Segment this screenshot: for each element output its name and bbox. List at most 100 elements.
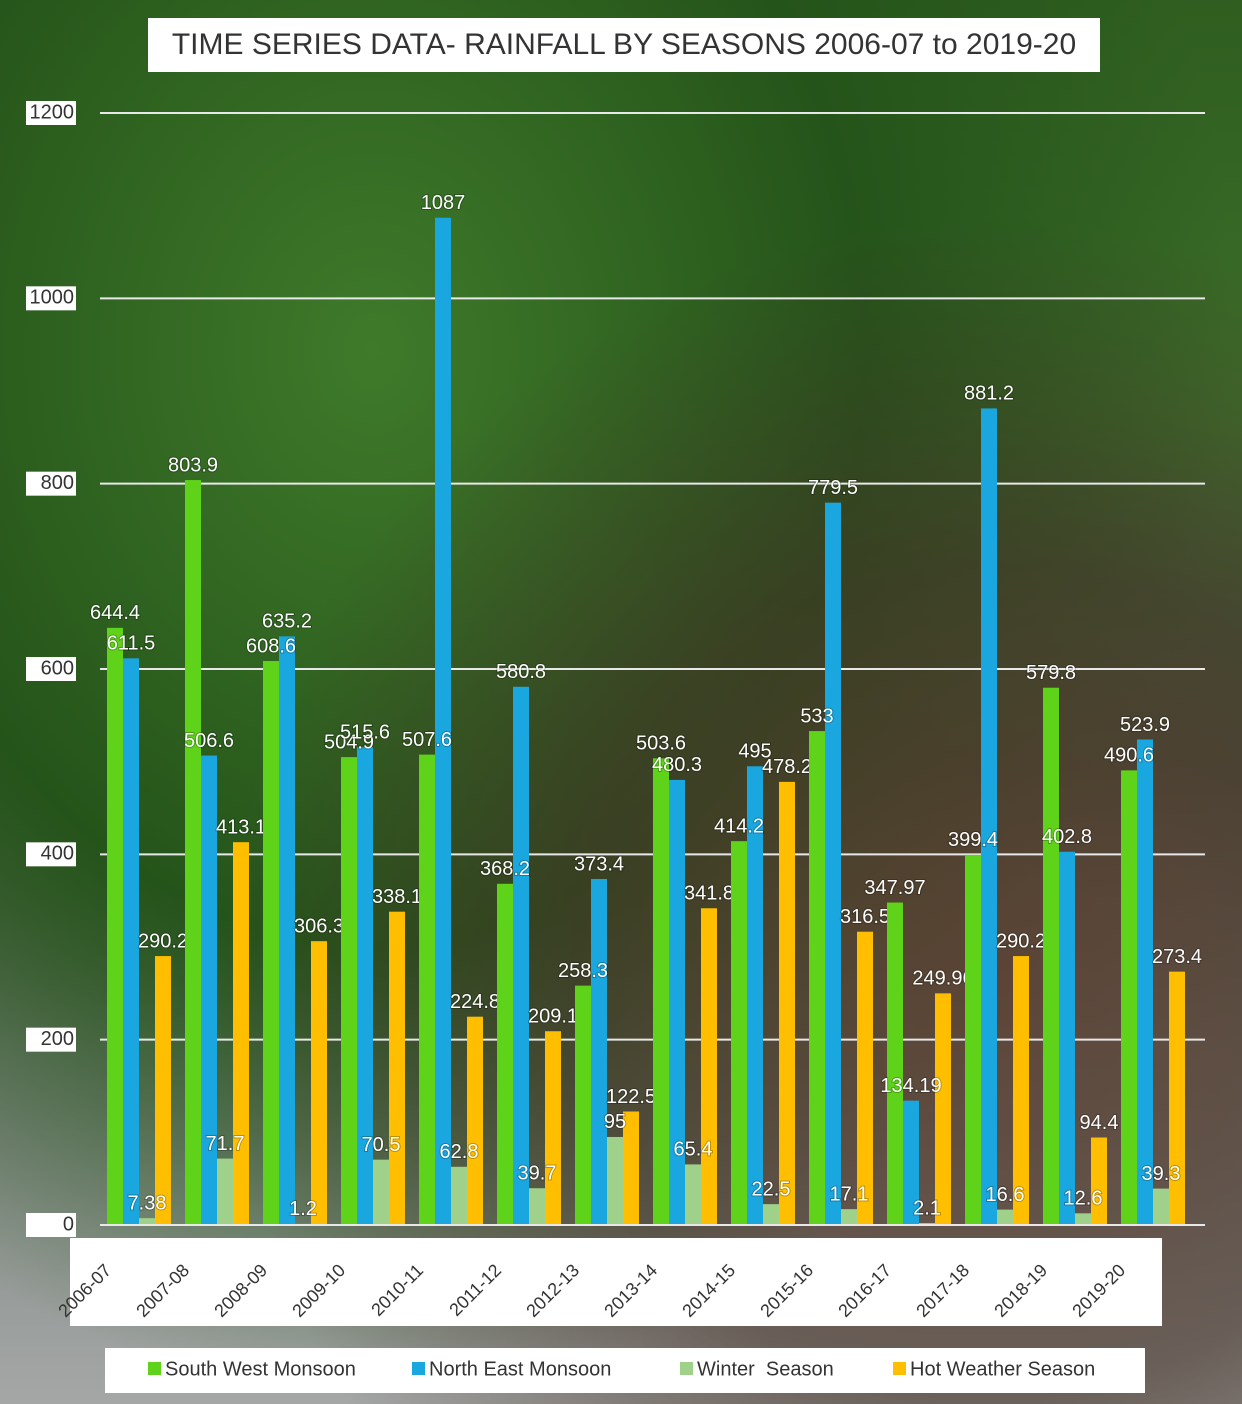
bar <box>155 956 171 1225</box>
bar <box>389 911 405 1225</box>
data-label: 579.8 <box>1026 662 1076 684</box>
data-label: 94.4 <box>1080 1112 1119 1134</box>
data-label: 644.4 <box>90 602 140 624</box>
data-label: 306.3 <box>294 915 344 937</box>
data-label: 249.96 <box>912 968 973 990</box>
y-tick-label: 800 <box>41 472 74 494</box>
data-label: 65.4 <box>674 1139 713 1161</box>
y-tick-box <box>26 657 76 681</box>
data-label: 507.6 <box>402 729 452 751</box>
data-label: 316.5 <box>840 906 890 928</box>
bar <box>747 766 763 1225</box>
bar <box>1043 687 1059 1225</box>
legend-swatch <box>412 1362 425 1375</box>
data-label: 490.6 <box>1104 745 1154 767</box>
data-label: 95 <box>604 1111 626 1133</box>
data-label: 608.6 <box>246 635 296 657</box>
bar <box>669 779 685 1225</box>
data-label: 338.1 <box>372 886 422 908</box>
bar <box>1075 1213 1091 1225</box>
legend-label: North East Monsoon <box>429 1358 611 1380</box>
bar <box>311 941 327 1225</box>
data-label: 580.8 <box>496 661 546 683</box>
data-label: 635.2 <box>262 611 312 633</box>
data-label: 273.4 <box>1152 946 1202 968</box>
data-label: 71.7 <box>206 1133 245 1155</box>
data-label: 224.8 <box>450 991 500 1013</box>
bar <box>935 993 951 1225</box>
bar <box>1091 1137 1107 1225</box>
data-label: 17.1 <box>830 1183 869 1205</box>
bar <box>419 754 435 1225</box>
data-label: 62.8 <box>440 1141 479 1163</box>
data-label: 209.1 <box>528 1006 578 1028</box>
data-label: 779.5 <box>808 477 858 499</box>
legend-swatch <box>893 1362 906 1375</box>
data-label: 39.7 <box>518 1162 557 1184</box>
bar <box>233 842 249 1225</box>
y-tick-label: 200 <box>41 1028 74 1050</box>
bar <box>825 502 841 1225</box>
data-label: 480.3 <box>652 754 702 776</box>
data-label: 122.5 <box>606 1086 656 1108</box>
data-label: 290.2 <box>138 930 188 952</box>
bar <box>997 1209 1013 1225</box>
data-label: 368.2 <box>480 858 530 880</box>
data-label: 495 <box>738 741 771 763</box>
bar <box>779 781 795 1225</box>
y-tick-box <box>26 1027 76 1052</box>
bar <box>107 627 123 1225</box>
data-label: 290.2 <box>996 930 1046 952</box>
bar <box>185 480 201 1225</box>
y-tick-box <box>26 842 76 867</box>
data-label: 413.1 <box>216 816 266 838</box>
y-tick-box <box>26 1213 76 1237</box>
title-box <box>148 18 1100 72</box>
data-label: 803.9 <box>168 454 218 476</box>
bar <box>763 1204 779 1225</box>
bar <box>139 1218 155 1225</box>
data-label: 881.2 <box>964 383 1014 405</box>
data-label: 414.2 <box>714 815 764 837</box>
legend-label: Hot Weather Season <box>910 1358 1095 1380</box>
data-label: 347.97 <box>864 877 925 899</box>
bar <box>685 1164 701 1225</box>
data-label: 1.2 <box>289 1198 317 1220</box>
bar <box>373 1159 389 1225</box>
data-label: 533 <box>800 705 833 727</box>
bar <box>1121 770 1137 1225</box>
legend-label: South West Monsoon <box>165 1358 356 1380</box>
data-label: 341.8 <box>684 883 734 905</box>
data-label: 7.38 <box>128 1192 167 1214</box>
bar <box>201 755 217 1225</box>
bar <box>731 841 747 1225</box>
data-label: 70.5 <box>362 1134 401 1156</box>
y-tick-box <box>26 101 76 125</box>
legend-swatch <box>680 1362 693 1375</box>
data-label: 515.6 <box>340 721 390 743</box>
y-tick-label: 0 <box>63 1213 74 1235</box>
bar <box>887 902 903 1225</box>
bar <box>591 878 607 1225</box>
bar <box>903 1100 919 1225</box>
bar <box>1137 739 1153 1225</box>
y-tick-label: 1200 <box>30 101 75 123</box>
y-tick-label: 400 <box>41 843 74 865</box>
legend-label: Winter Season <box>697 1358 834 1380</box>
bar <box>575 985 591 1225</box>
bar <box>653 758 669 1225</box>
bar <box>623 1111 639 1225</box>
bar <box>1153 1188 1169 1225</box>
chart-title: TIME SERIES DATA- RAINFALL BY SEASONS 20… <box>172 28 1076 61</box>
bar <box>497 883 513 1225</box>
data-label: 504.9 <box>324 731 374 753</box>
bar <box>857 931 873 1225</box>
bar <box>513 686 529 1225</box>
data-label: 478.2 <box>762 756 812 778</box>
legend-swatch <box>148 1362 161 1375</box>
bar <box>451 1166 467 1225</box>
bar <box>529 1188 545 1225</box>
y-tick-box <box>26 286 76 311</box>
